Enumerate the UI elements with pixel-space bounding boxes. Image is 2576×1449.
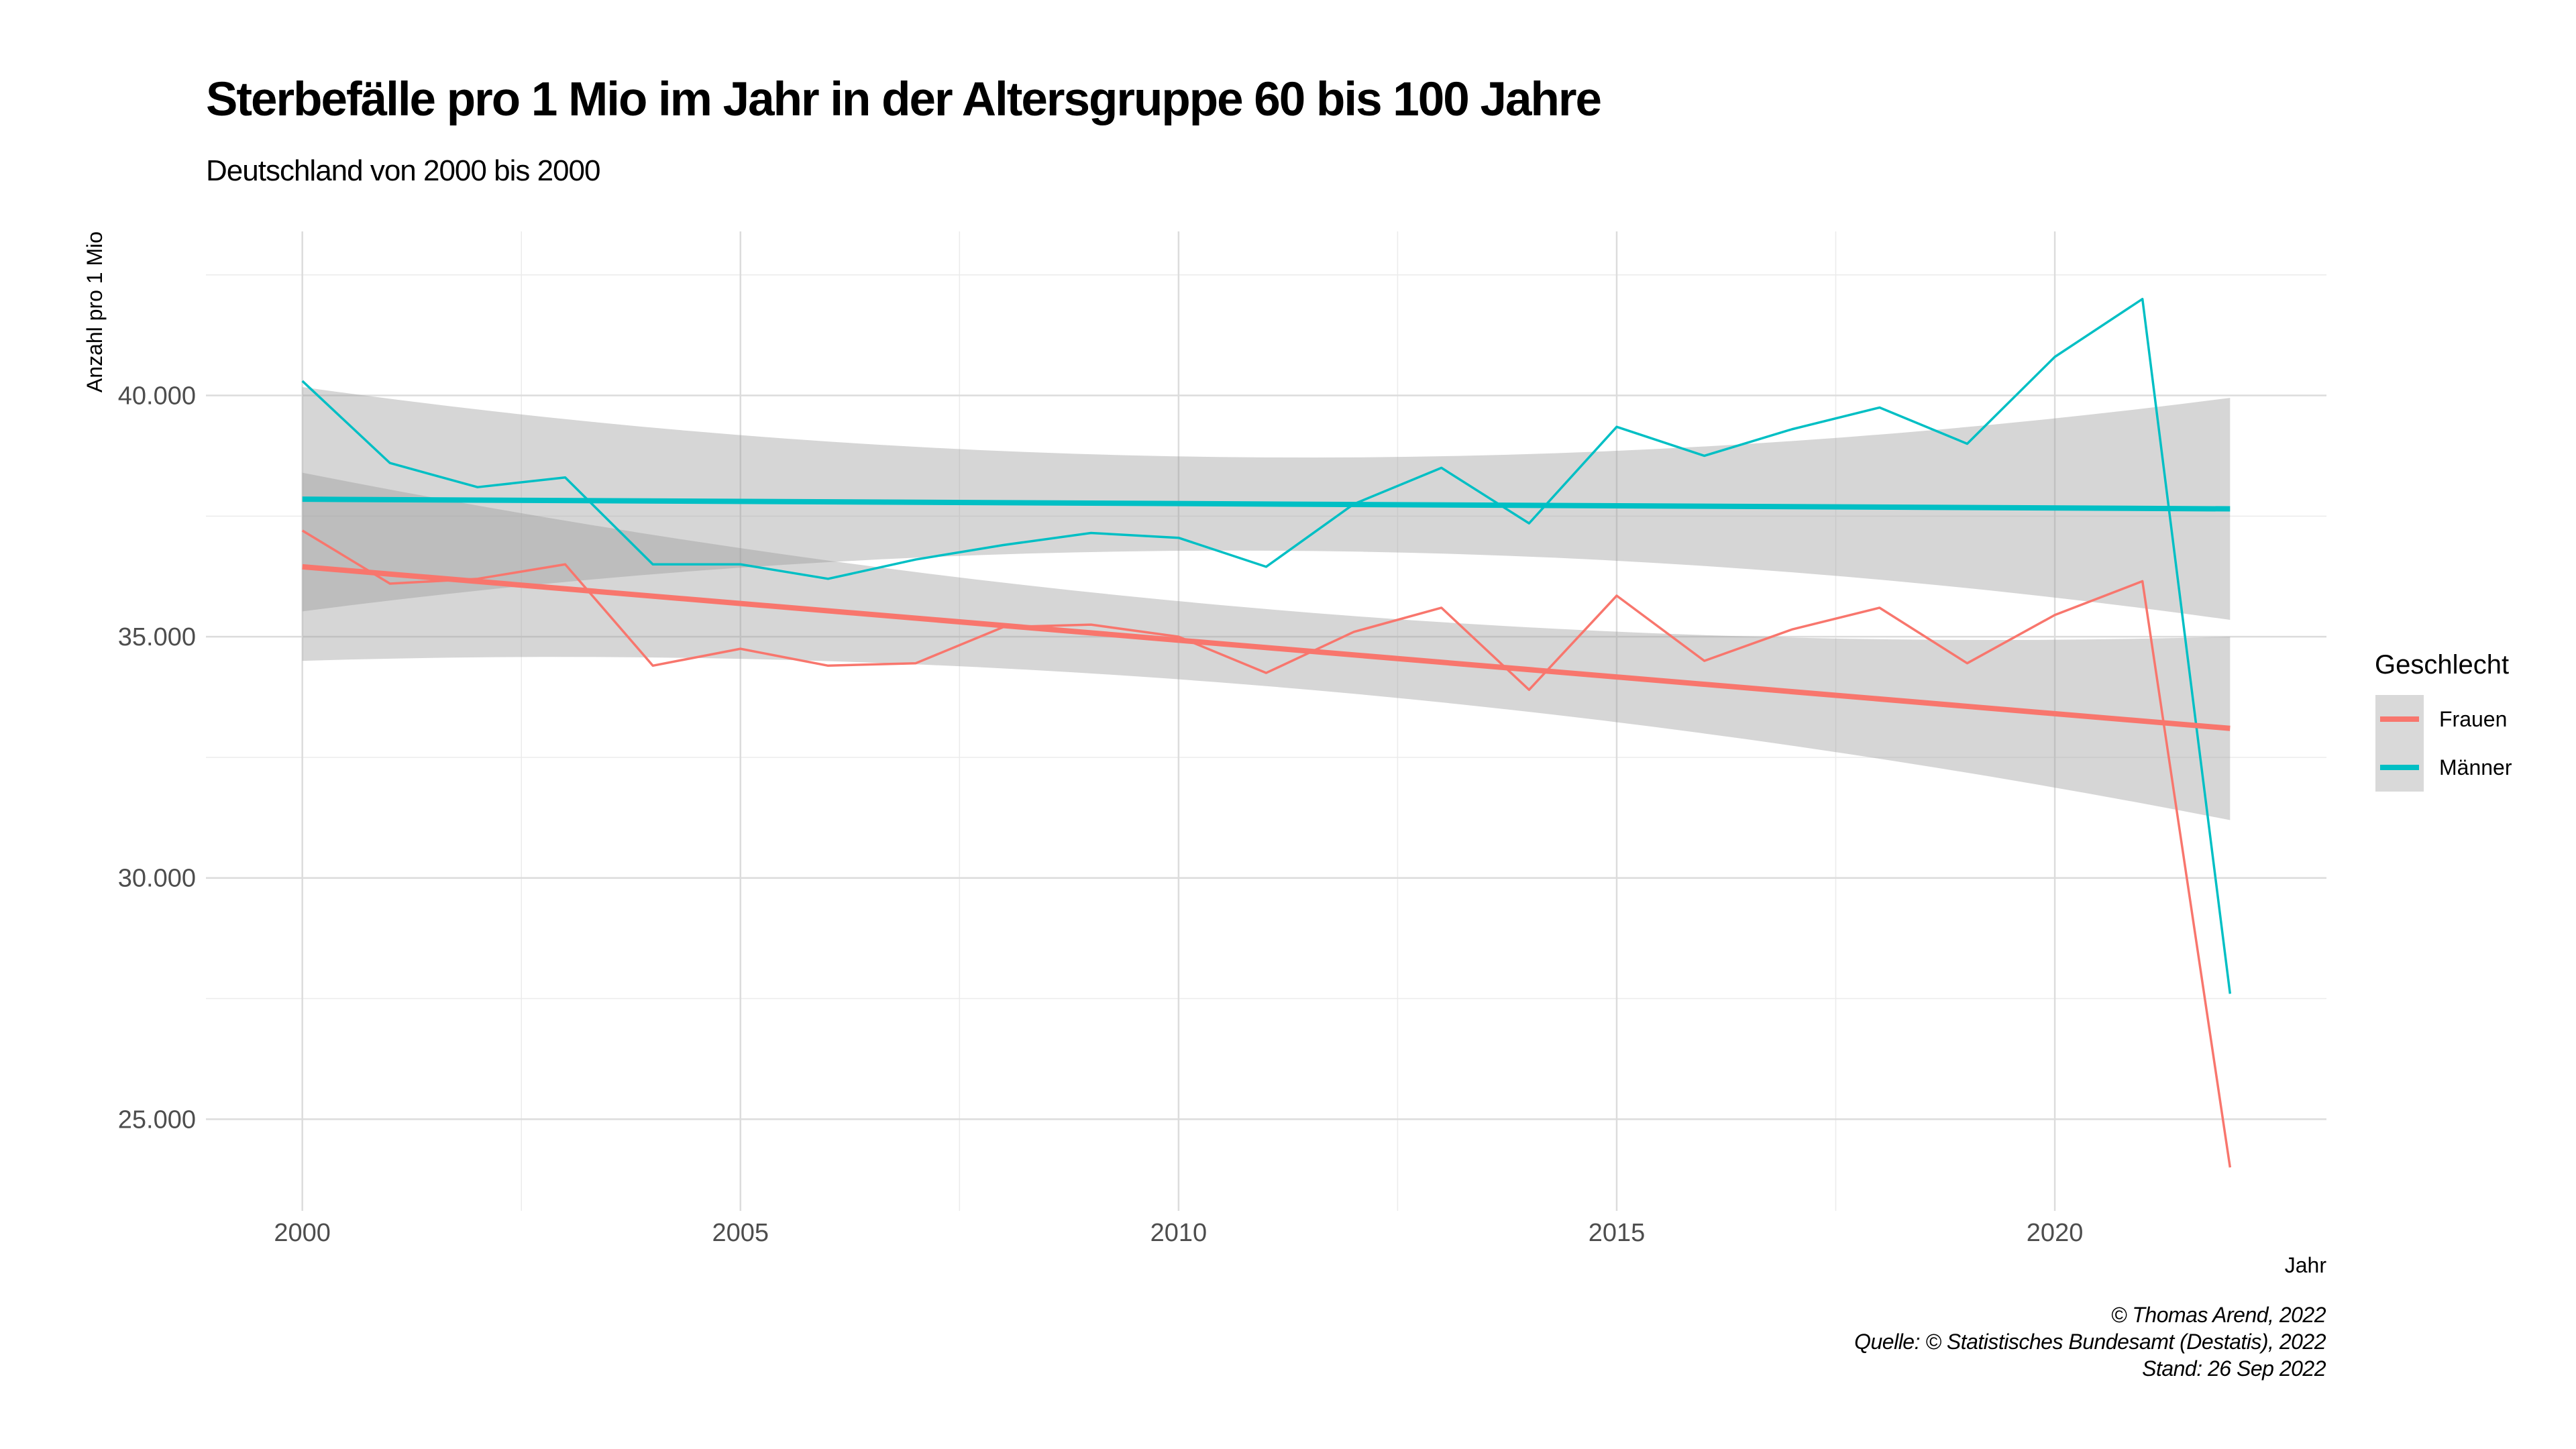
y-tick-label: 35.000 (118, 623, 196, 651)
caption-author: © Thomas Arend, 2022 (2110, 1303, 2326, 1327)
legend-title: Geschlecht (2375, 650, 2509, 680)
caption-source: Quelle: © Statistisches Bundesamt (Desta… (1854, 1330, 2326, 1354)
legend-label-frauen: Frauen (2439, 707, 2507, 731)
chart-subtitle: Deutschland von 2000 bis 2000 (206, 154, 600, 187)
legend: Geschlecht Frauen Männer (2375, 650, 2512, 792)
x-tick-label: 2020 (2027, 1219, 2084, 1247)
x-tick-label: 2005 (712, 1219, 769, 1247)
x-tick-label: 2010 (1150, 1219, 1208, 1247)
trend-lines (302, 496, 2231, 731)
y-tick-label: 40.000 (118, 382, 196, 411)
y-tick-label: 30.000 (118, 865, 196, 893)
grid-lines (206, 231, 2326, 1211)
confidence-ribbons (302, 386, 2231, 820)
caption: © Thomas Arend, 2022 Quelle: © Statistis… (1854, 1301, 2326, 1382)
x-tick-label: 2015 (1589, 1219, 1646, 1247)
series-lines (301, 297, 2232, 1168)
trend-line-frauen (302, 564, 2231, 731)
legend-label-männer: Männer (2439, 755, 2512, 780)
y-axis-label: Anzahl pro 1 Mio (83, 231, 107, 392)
trend-line-männer (302, 496, 2231, 512)
y-tick-label: 25.000 (118, 1106, 196, 1134)
chart-title: Sterbefälle pro 1 Mio im Jahr in der Alt… (206, 73, 1602, 126)
x-axis-label: Jahr (2285, 1253, 2327, 1277)
x-tick-label: 2000 (274, 1219, 331, 1247)
caption-date: Stand: 26 Sep 2022 (2142, 1356, 2326, 1381)
y-axis-ticks: 25.000 30.000 35.000 40.000 (118, 382, 196, 1134)
x-axis-ticks: 2000 2005 2010 2015 2020 (274, 1219, 2083, 1247)
